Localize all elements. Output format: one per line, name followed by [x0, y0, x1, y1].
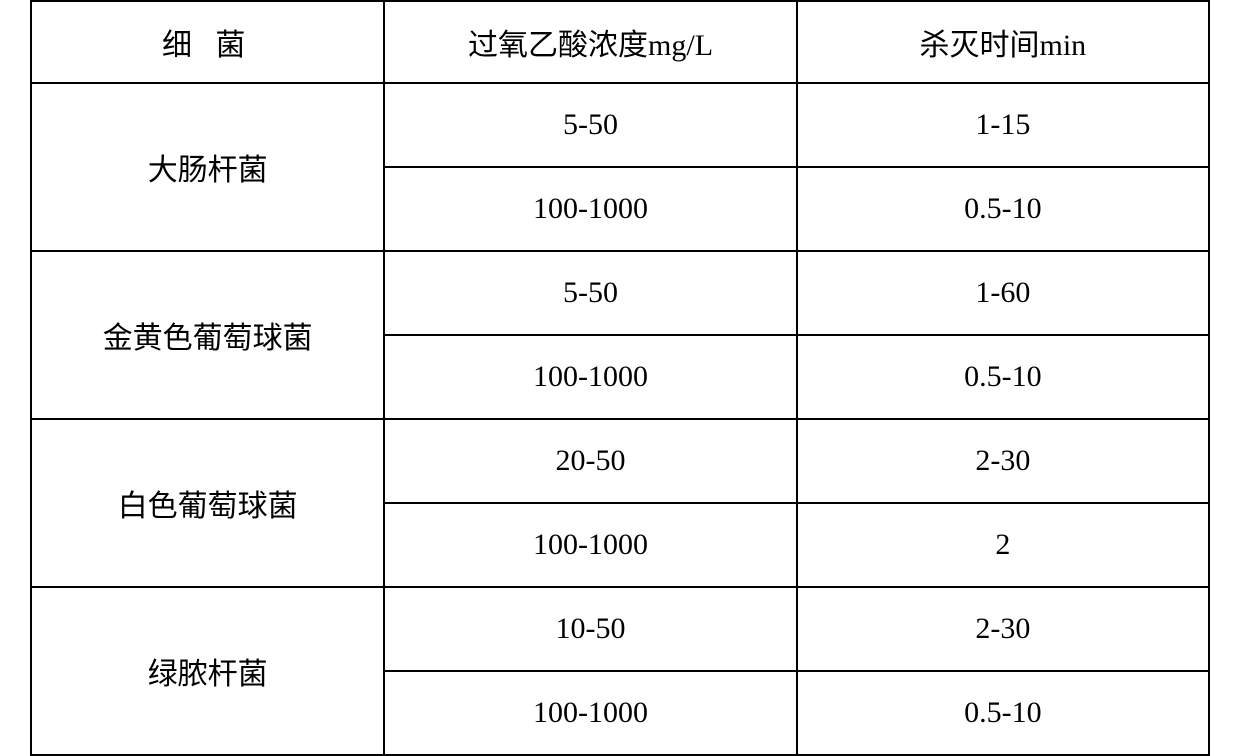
cell-bacteria: 绿脓杆菌 [31, 587, 384, 755]
cell-concentration: 100-1000 [384, 167, 796, 251]
cell-bacteria: 大肠杆菌 [31, 83, 384, 251]
cell-concentration: 5-50 [384, 251, 796, 335]
cell-time: 0.5-10 [797, 335, 1209, 419]
cell-concentration: 5-50 [384, 83, 796, 167]
cell-concentration: 20-50 [384, 419, 796, 503]
header-concentration: 过氧乙酸浓度mg/L [384, 1, 796, 83]
cell-time: 2-30 [797, 587, 1209, 671]
header-bacteria: 细 菌 [31, 1, 384, 83]
cell-time: 0.5-10 [797, 671, 1209, 755]
cell-concentration: 10-50 [384, 587, 796, 671]
cell-bacteria: 白色葡萄球菌 [31, 419, 384, 587]
cell-concentration: 100-1000 [384, 671, 796, 755]
table-row: 金黄色葡萄球菌 5-50 1-60 [31, 251, 1209, 335]
cell-concentration: 100-1000 [384, 335, 796, 419]
cell-concentration: 100-1000 [384, 503, 796, 587]
table-row: 绿脓杆菌 10-50 2-30 [31, 587, 1209, 671]
bacteria-kill-table: 细 菌 过氧乙酸浓度mg/L 杀灭时间min 大肠杆菌 5-50 1-15 10… [30, 0, 1210, 756]
table-container: 细 菌 过氧乙酸浓度mg/L 杀灭时间min 大肠杆菌 5-50 1-15 10… [30, 0, 1210, 756]
table-header-row: 细 菌 过氧乙酸浓度mg/L 杀灭时间min [31, 1, 1209, 83]
cell-time: 1-15 [797, 83, 1209, 167]
cell-time: 0.5-10 [797, 167, 1209, 251]
cell-time: 1-60 [797, 251, 1209, 335]
header-kill-time: 杀灭时间min [797, 1, 1209, 83]
cell-time: 2 [797, 503, 1209, 587]
table-row: 白色葡萄球菌 20-50 2-30 [31, 419, 1209, 503]
table-row: 大肠杆菌 5-50 1-15 [31, 83, 1209, 167]
cell-time: 2-30 [797, 419, 1209, 503]
cell-bacteria: 金黄色葡萄球菌 [31, 251, 384, 419]
